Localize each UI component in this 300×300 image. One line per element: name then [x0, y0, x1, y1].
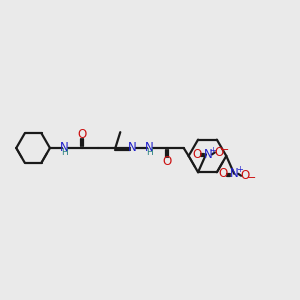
- Text: O: O: [192, 148, 202, 161]
- Text: −: −: [246, 173, 256, 183]
- Text: −: −: [220, 146, 230, 155]
- Text: N: N: [59, 140, 68, 154]
- Text: N: N: [230, 167, 239, 180]
- Text: O: O: [214, 146, 224, 159]
- Text: N: N: [204, 148, 212, 161]
- Text: +: +: [209, 146, 216, 155]
- Text: +: +: [236, 165, 243, 174]
- Text: O: O: [77, 128, 86, 141]
- Text: N: N: [145, 140, 153, 154]
- Text: O: O: [162, 155, 172, 168]
- Text: O: O: [219, 167, 228, 180]
- Text: O: O: [241, 169, 250, 182]
- Text: H: H: [61, 148, 68, 158]
- Text: H: H: [146, 148, 153, 158]
- Text: N: N: [128, 140, 136, 154]
